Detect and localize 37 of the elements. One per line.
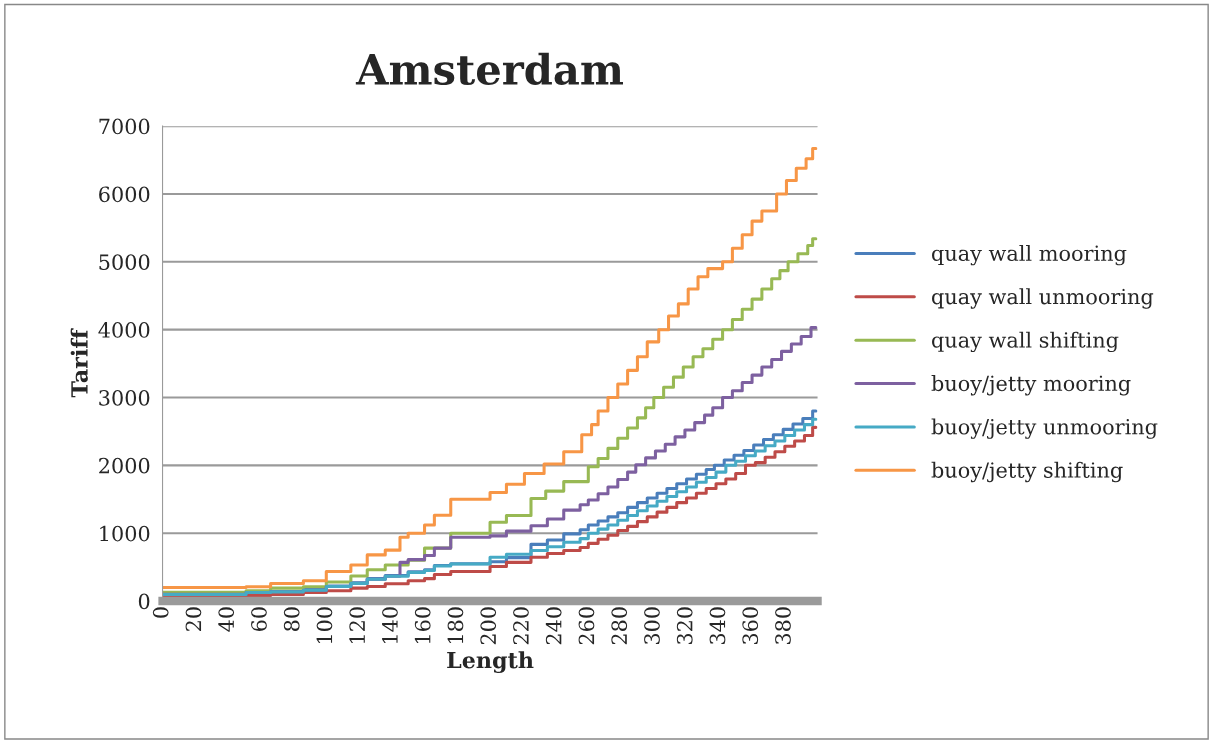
x-tick-label: 360	[742, 607, 759, 645]
x-tick-label: 80	[283, 607, 300, 631]
y-tick-label: 1000	[100, 525, 150, 542]
x-tick-label: 40	[218, 607, 235, 632]
y-tick-label: 7000	[99, 118, 150, 135]
y-tick-label: 3000	[99, 389, 150, 406]
x-tick-label: 320	[676, 607, 693, 645]
x-tick-label: 0	[152, 607, 169, 618]
y-tick-label: 6000	[99, 186, 150, 203]
chart-title: Amsterdam	[355, 52, 623, 86]
y-tick-label: 5000	[99, 254, 150, 271]
x-tick-label: 280	[611, 607, 628, 645]
x-tick-label: 160	[414, 607, 431, 644]
legend-label: buoy/jetty shifting	[931, 461, 1123, 483]
x-tick-label: 20	[185, 607, 202, 631]
x-axis-title: Length	[447, 651, 534, 674]
legend-label: quay wall shifting	[932, 331, 1119, 353]
x-tick-label: 200	[480, 607, 497, 645]
x-tick-label: 240	[545, 607, 562, 645]
x-tick-label: 120	[349, 607, 366, 644]
x-tick-label: 140	[382, 607, 398, 644]
y-tick-label: 4000	[98, 322, 150, 338]
x-tick-label: 60	[251, 607, 267, 631]
legend-label: buoy/jetty mooring	[931, 375, 1131, 396]
x-tick-label: 180	[447, 607, 464, 644]
x-tick-label: 300	[644, 607, 660, 645]
x-tick-label: 380	[775, 607, 791, 645]
legend-label: quay wall mooring	[932, 244, 1127, 266]
x-tick-label: 220	[513, 607, 529, 645]
x-tick-label: 260	[578, 607, 595, 645]
legend-label: buoy/jetty unmooring	[931, 418, 1158, 439]
legend-label: quay wall unmooring	[932, 288, 1154, 309]
x-tick-label: 340	[709, 607, 726, 645]
y-axis-title: Tariff	[70, 328, 88, 398]
y-tick-label: 0	[138, 593, 150, 610]
x-tick-label: 100	[316, 607, 333, 644]
y-tick-label: 2000	[99, 457, 150, 474]
